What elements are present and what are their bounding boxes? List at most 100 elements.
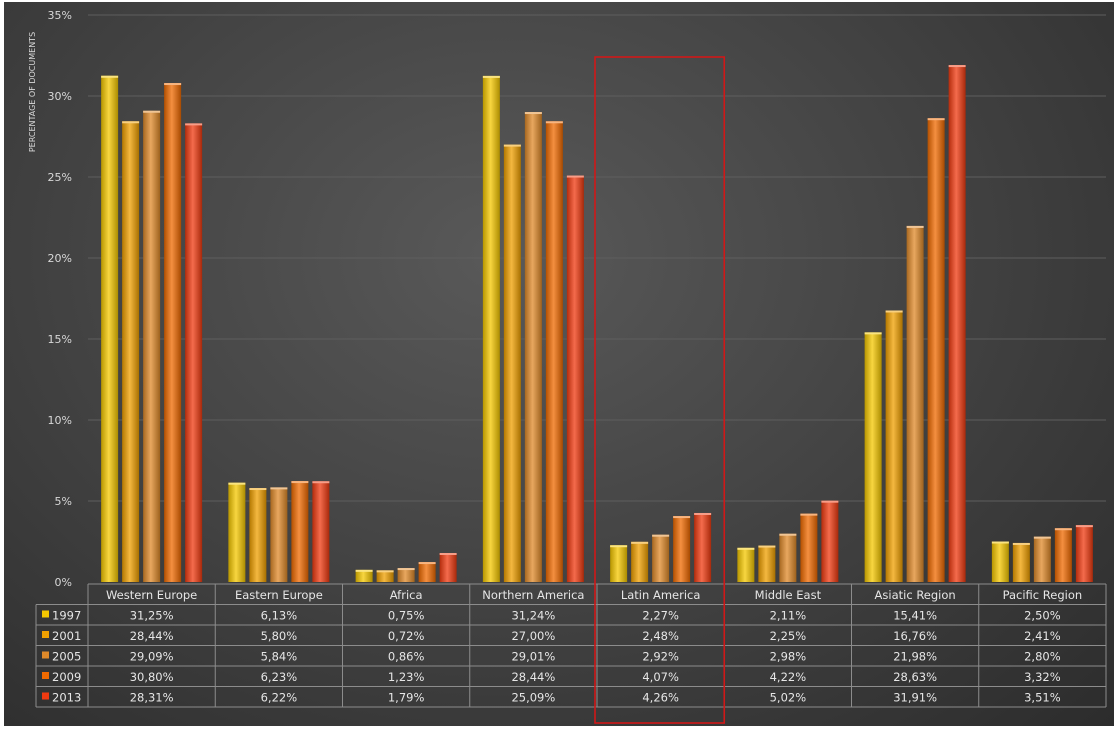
legend-swatch: [42, 631, 49, 638]
y-axis-label: PERCENTAGE OF DOCUMENTS: [28, 32, 37, 152]
bar-2009-northern-america: [545, 121, 563, 582]
data-label: 5,84%: [261, 650, 298, 664]
data-label: 0,72%: [388, 629, 425, 643]
data-label: 6,13%: [261, 609, 298, 623]
category-label: Pacific Region: [1003, 588, 1083, 602]
legend-entry: 2001: [52, 629, 81, 643]
bar-1997-latin-america: [610, 545, 628, 582]
data-label: 1,79%: [388, 691, 425, 705]
bar-cap: [652, 534, 670, 537]
data-label: 2,11%: [770, 609, 807, 623]
bar-2009-asiatic-region: [927, 118, 945, 582]
bar-1997-western-europe: [101, 75, 119, 582]
bar-2005-western-europe: [143, 110, 161, 582]
data-label: 31,25%: [130, 609, 174, 623]
bar-1997-middle-east: [737, 547, 755, 582]
bar-cap: [164, 83, 182, 86]
bar-cap: [673, 516, 691, 519]
legend-swatch: [42, 610, 49, 618]
bar-cap: [376, 570, 394, 573]
bar-cap: [397, 568, 415, 571]
category-label: Africa: [390, 588, 423, 602]
bar-2005-pacific-region: [1033, 536, 1051, 582]
bar-1997-pacific-region: [991, 541, 1009, 582]
data-label: 6,22%: [261, 691, 298, 705]
data-label: 2,50%: [1024, 609, 1061, 623]
bar-cap: [249, 488, 267, 491]
data-label: 2,80%: [1024, 650, 1061, 664]
data-label: 2,41%: [1024, 629, 1061, 643]
data-label: 3,51%: [1024, 691, 1061, 705]
bar-cap: [418, 562, 436, 565]
bar-cap: [101, 75, 119, 78]
bar-cap: [1054, 528, 1072, 531]
bar-2005-latin-america: [652, 534, 670, 582]
data-label: 29,09%: [130, 650, 174, 664]
legend-entry: 2009: [52, 670, 81, 684]
bar-2009-middle-east: [800, 513, 818, 582]
legend-swatch: [42, 692, 49, 700]
bar-cap: [779, 533, 797, 536]
y-tick-label: 0%: [55, 576, 72, 589]
bar-1997-africa: [355, 569, 373, 582]
bar-2001-pacific-region: [1012, 542, 1030, 582]
bar-2001-western-europe: [122, 121, 140, 582]
bar-cap: [694, 512, 712, 515]
bar-2013-middle-east: [821, 500, 839, 582]
bar-2013-eastern-europe: [312, 481, 330, 582]
bar-2001-africa: [376, 570, 394, 582]
data-label: 28,44%: [130, 629, 174, 643]
data-label: 28,31%: [130, 691, 174, 705]
bar-cap: [927, 118, 945, 121]
bar-cap: [948, 65, 966, 68]
bar-2013-northern-america: [566, 175, 584, 583]
bar-2005-eastern-europe: [270, 487, 288, 582]
data-label: 4,07%: [642, 670, 679, 684]
legend-swatch: [42, 651, 49, 659]
bar-cap: [566, 175, 584, 178]
bar-cap: [800, 513, 818, 516]
data-label: 28,63%: [893, 670, 937, 684]
data-label: 2,48%: [642, 629, 679, 643]
category-label: Eastern Europe: [235, 588, 323, 602]
data-label: 25,09%: [511, 691, 555, 705]
chart-frame: 0% 5% 10% 15% 20% 25% 30% 35% PERCENTAGE OF DOCU…: [4, 2, 1114, 726]
bar-2001-middle-east: [758, 545, 776, 582]
data-label: 3,32%: [1024, 670, 1061, 684]
data-label: 30,80%: [130, 670, 174, 684]
data-label: 5,02%: [770, 691, 807, 705]
bar-2005-middle-east: [779, 533, 797, 582]
bar-cap: [906, 225, 924, 228]
data-label: 31,91%: [893, 691, 937, 705]
bar-cap: [821, 500, 839, 503]
legend-entry: 2005: [52, 650, 81, 664]
bar-cap: [631, 541, 649, 544]
data-label: 4,26%: [642, 691, 679, 705]
bar-cap: [270, 487, 288, 490]
y-tick-label: 5%: [55, 495, 72, 508]
bar-cap: [885, 310, 903, 313]
data-label: 27,00%: [511, 629, 555, 643]
y-tick-label: 15%: [48, 333, 72, 346]
bar-cap: [1075, 525, 1093, 528]
bar-cap: [122, 121, 140, 124]
bar-2013-western-europe: [185, 123, 203, 583]
data-label: 0,75%: [388, 609, 425, 623]
bar-cap: [610, 545, 628, 548]
bar-2009-latin-america: [673, 516, 691, 582]
category-label: Northern America: [482, 588, 584, 602]
bar-cap: [355, 569, 373, 572]
y-tick-label: 10%: [48, 414, 72, 427]
bar-2005-asiatic-region: [906, 225, 924, 582]
bar-2009-eastern-europe: [291, 481, 309, 582]
bar-2005-africa: [397, 568, 415, 582]
bar-2013-pacific-region: [1075, 525, 1093, 582]
category-label: Western Europe: [106, 588, 197, 602]
bar-1997-northern-america: [482, 75, 500, 583]
bar-cap: [524, 112, 542, 115]
bar-cap: [312, 481, 330, 484]
highlight-box: [594, 56, 726, 724]
category-label: Middle East: [755, 588, 822, 602]
legend-entry: 1997: [52, 609, 81, 623]
data-label: 28,44%: [511, 670, 555, 684]
